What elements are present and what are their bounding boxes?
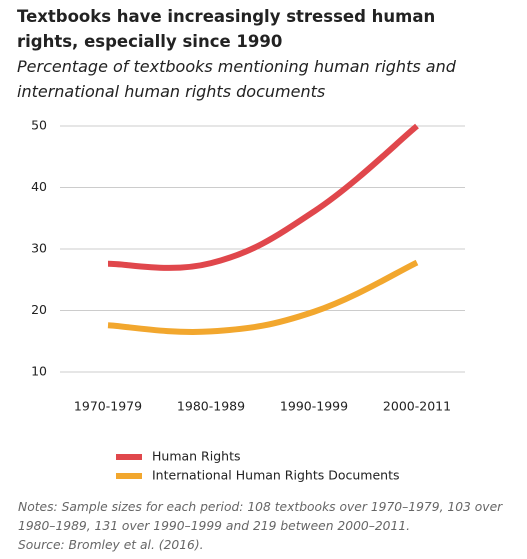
- legend-label: Human Rights: [152, 449, 240, 464]
- y-tick-label: 20: [31, 302, 47, 317]
- chart-title: Textbooks have increasingly stressed hum…: [17, 7, 436, 51]
- x-tick-label: 2000-2011: [383, 399, 451, 414]
- source: Source: Bromley et al. (2016).: [18, 538, 204, 552]
- chart-subtitle: Percentage of textbooks mentioning human…: [17, 57, 456, 101]
- y-tick-label: 30: [31, 241, 47, 256]
- x-tick-label: 1980-1989: [177, 399, 245, 414]
- line-series: [107, 259, 419, 335]
- legend-label: International Human Rights Documents: [152, 468, 399, 483]
- y-tick-label: 40: [31, 179, 47, 194]
- notes-block: Notes: Sample sizes for each period: 108…: [18, 498, 527, 555]
- x-tick-label: 1990-1999: [280, 399, 348, 414]
- y-tick-label: 50: [31, 118, 47, 133]
- y-tick-label: 10: [31, 364, 47, 379]
- x-tick-label: 1970-1979: [74, 399, 142, 414]
- line-series: [107, 123, 419, 271]
- notes: Notes: Sample sizes for each period: 108…: [18, 500, 503, 533]
